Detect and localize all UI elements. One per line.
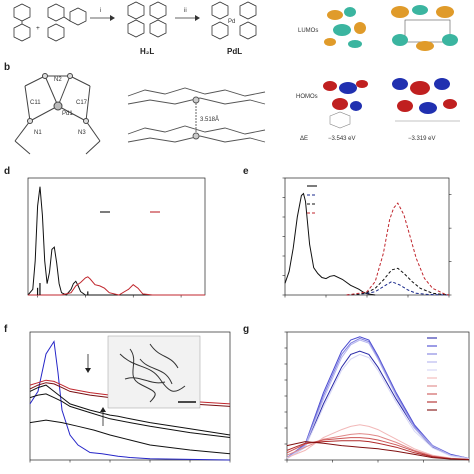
delta-e-monomer: −3.543 eV	[328, 136, 356, 142]
homo-orbital-dimer	[392, 78, 460, 122]
fiber-strand	[119, 353, 186, 392]
ortep-structure	[14, 73, 101, 155]
reactant-1-structure	[13, 3, 31, 42]
atom-label-c17: C17	[76, 100, 88, 106]
step-ii-label: ii	[184, 8, 187, 14]
stacked-dimer-structure	[127, 87, 266, 143]
lumo-orbital-monomer	[324, 7, 366, 48]
chart-e	[282, 177, 452, 298]
series-line-6	[286, 433, 470, 460]
atom-label-n1: N1	[34, 130, 42, 136]
chart-d	[27, 177, 206, 298]
series-line-0	[29, 340, 231, 461]
panel-label-f: f	[4, 324, 8, 335]
panel-b: N2 C11 C17 Pd1 N1 N3 3.518Å HOMOs	[0, 66, 474, 161]
lumo-orbital-dimer	[391, 5, 458, 51]
fiber-strand	[124, 377, 166, 384]
delta-e-dimer: −3.319 eV	[408, 136, 436, 142]
arrow-step-ii	[175, 15, 200, 21]
plot-frame	[29, 331, 231, 461]
series-line-8	[286, 440, 470, 460]
series-line-5	[29, 419, 231, 455]
series-line-9	[286, 441, 470, 461]
series-line-1	[28, 276, 205, 296]
panel-a: + i H₂L ii Pd PdL	[0, 0, 474, 60]
series-line-3	[346, 202, 450, 296]
scheme-svg: + i H₂L ii Pd PdL	[13, 1, 458, 56]
plus-sign: +	[36, 25, 40, 32]
atom-label-pd1: Pd1	[62, 111, 73, 117]
arrowhead-up-icon	[100, 407, 106, 412]
series-line-1	[29, 384, 231, 436]
fiber-strand	[149, 343, 179, 369]
series-line-3	[286, 339, 470, 459]
series-line-0	[286, 350, 470, 459]
fiber-strand	[139, 358, 173, 385]
series-line-2	[286, 337, 470, 459]
atom-label-n2: N2	[54, 77, 62, 83]
series-line-2	[29, 393, 231, 438]
chart-f	[29, 331, 231, 463]
panel-label-e: e	[243, 166, 249, 177]
plot-frame	[286, 331, 470, 461]
reactant-2-structure	[47, 3, 87, 42]
pd-pd-distance: 3.518Å	[200, 116, 219, 123]
h2l-label: H₂L	[140, 47, 154, 56]
pd-atom-label: Pd	[228, 19, 235, 25]
panel-label-g: g	[243, 324, 250, 335]
series-line-2	[346, 267, 450, 296]
plot-frame	[27, 177, 206, 296]
h2l-structure	[127, 1, 167, 38]
homos-label: HOMOs	[296, 94, 318, 100]
homo-orbital-monomer	[323, 80, 368, 129]
panel-label-b: b	[4, 62, 11, 73]
arrowhead-down-icon	[85, 368, 91, 373]
step-i-label: i	[100, 8, 101, 14]
lumos-label: LUMOs	[298, 28, 318, 34]
delta-e-label: ΔE	[300, 136, 308, 142]
series-line-0	[27, 186, 205, 296]
fiber-strand	[129, 348, 156, 403]
series-line-4	[286, 353, 470, 460]
series-line-1	[346, 281, 450, 296]
structure-svg: N2 C11 C17 Pd1 N1 N3 3.518Å HOMOs	[14, 73, 460, 155]
chart-g	[284, 331, 470, 463]
series-line-0	[284, 192, 376, 296]
atom-label-c11: C11	[30, 100, 41, 106]
panel-label-d: d	[4, 166, 11, 177]
atom-label-n3: N3	[78, 130, 86, 136]
pdl-structure	[211, 1, 257, 40]
pdl-label: PdL	[227, 47, 242, 56]
series-line-5	[286, 424, 470, 460]
arrow-step-i	[90, 15, 115, 21]
